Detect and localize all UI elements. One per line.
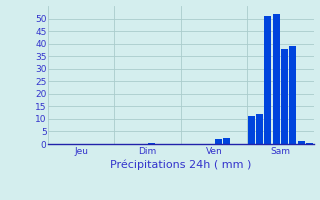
Bar (298, 141, 305, 144)
Bar (273, 14, 280, 144)
Bar (289, 46, 296, 144)
Bar (256, 114, 263, 144)
Bar (248, 116, 255, 144)
Bar (223, 138, 230, 144)
Bar (264, 16, 271, 144)
Bar (281, 49, 288, 144)
Bar (306, 143, 313, 144)
X-axis label: Précipitations 24h ( mm ): Précipitations 24h ( mm ) (110, 160, 252, 170)
Bar (215, 139, 222, 144)
Bar (148, 143, 155, 144)
